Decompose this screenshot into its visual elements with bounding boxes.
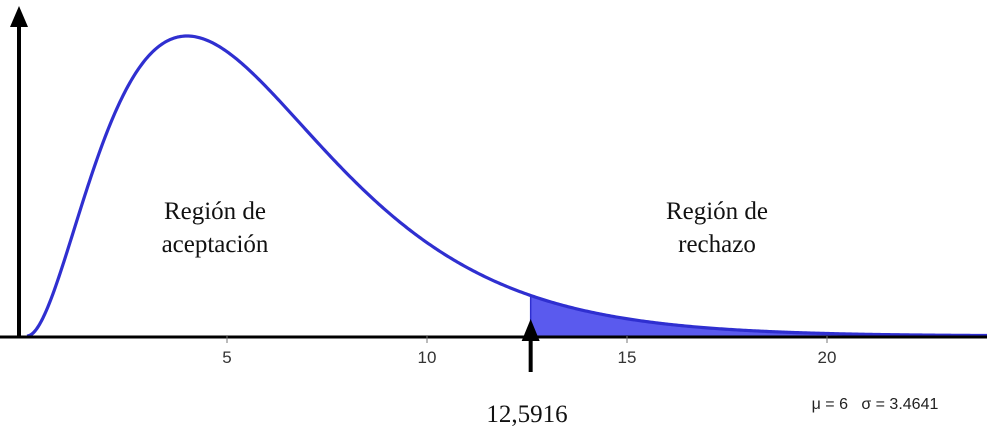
x-tick-label: 5 [222, 348, 231, 367]
y-axis-arrowhead [10, 6, 28, 27]
density-curve [26, 34, 987, 338]
x-tick-label: 15 [618, 348, 637, 367]
rejection-region-label-line2: rechazo [678, 231, 756, 258]
x-tick-layer: 5 10 15 20 [222, 336, 836, 367]
x-tick-label: 20 [818, 348, 837, 367]
rejection-region-fill [530, 295, 987, 336]
rejection-region-fill-layer [530, 295, 987, 336]
distribution-parameters-label: μ = 6 σ = 3.4641 [812, 396, 939, 413]
acceptance-region-label-line2: aceptación [162, 231, 269, 258]
acceptance-region-label-line1: Región de [164, 198, 266, 225]
density-curve-layer [26, 34, 987, 338]
axes-layer [0, 6, 987, 372]
x-tick-label: 10 [418, 348, 437, 367]
critical-value-arrow-head [521, 319, 540, 341]
rejection-region-label-line1: Región de [666, 198, 768, 225]
critical-value-label: 12,5916 [486, 401, 567, 428]
